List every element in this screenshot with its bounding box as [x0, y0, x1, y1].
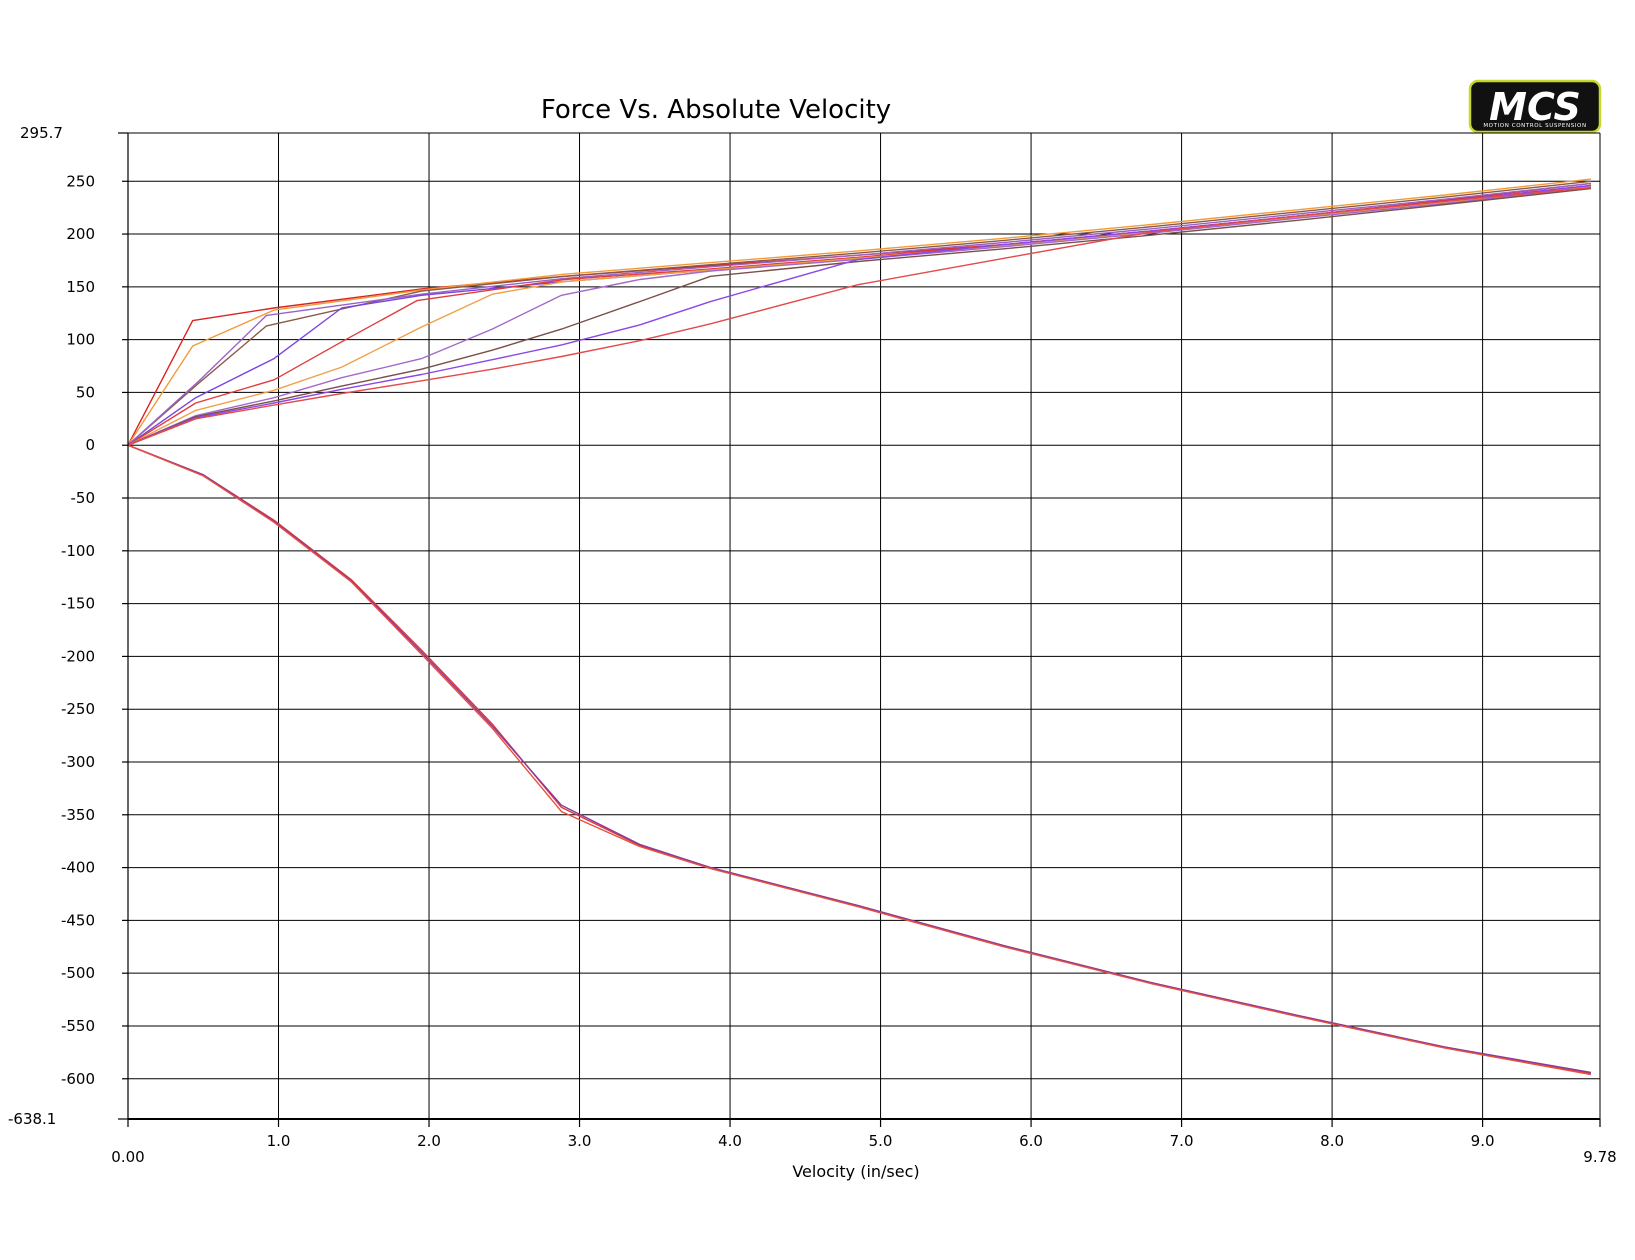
logo-background	[1468, 79, 1602, 134]
series-line-3	[127, 180, 1592, 446]
y-tick-label: 50	[76, 383, 95, 401]
series-lines	[127, 178, 1592, 1076]
series-line-5	[127, 185, 1592, 446]
x-tick-label: 9.0	[1471, 1132, 1495, 1150]
series-line-13	[127, 444, 1592, 1074]
y-tick-label: 295.7	[20, 124, 63, 142]
y-tick-label: 150	[66, 278, 95, 296]
axes	[118, 132, 1601, 1127]
x-tick-label: 6.0	[1019, 1132, 1043, 1150]
y-tick-labels: 295.7 250 200 150 100 50 0 -50 -100 -150 -200 -250 -…	[8, 124, 95, 1128]
series-line-14	[127, 444, 1592, 1076]
x-tick-label: 0.00	[111, 1148, 144, 1166]
y-tick-label: -150	[61, 595, 95, 613]
logo-subtitle: MOTION CONTROL SUSPENSION	[1483, 123, 1586, 129]
y-tick-label: -200	[61, 647, 95, 665]
x-tick-label: 3.0	[568, 1132, 592, 1150]
series-line-11	[127, 186, 1592, 446]
series-line-1	[127, 182, 1592, 446]
series-line-4	[127, 182, 1592, 446]
series-line-6	[127, 184, 1592, 446]
y-tick-label: -600	[61, 1070, 95, 1088]
y-tick-label: -500	[61, 964, 95, 982]
y-tick-label: -50	[71, 489, 96, 507]
y-tick-label: -300	[61, 753, 95, 771]
y-tick-label: 200	[66, 225, 95, 243]
y-tick-label: -100	[61, 542, 95, 560]
x-tick-label: 2.0	[417, 1132, 441, 1150]
y-tick-label: -350	[61, 806, 95, 824]
y-tick-label: 250	[66, 172, 95, 190]
x-tick-labels: 0.00 1.0 2.0 3.0 4.0 5.0 6.0 7.0 8.0 9.0 9.78	[111, 1132, 1616, 1166]
x-tick-label: 4.0	[718, 1132, 742, 1150]
y-tick-label: -638.1	[8, 1110, 56, 1128]
y-tick-label: -550	[61, 1017, 95, 1035]
logo-text: MCS	[1489, 85, 1581, 129]
mcs-logo: MCS MOTION CONTROL SUSPENSION	[1468, 79, 1602, 134]
x-tick-label: 7.0	[1170, 1132, 1194, 1150]
x-tick-label: 8.0	[1320, 1132, 1344, 1150]
y-tick-label: -250	[61, 700, 95, 718]
x-axis-title: Velocity (in/sec)	[792, 1162, 919, 1181]
x-tick-label: 5.0	[869, 1132, 893, 1150]
series-line-9	[127, 187, 1592, 446]
series-line-8	[127, 186, 1592, 446]
series-line-12	[127, 444, 1592, 1075]
chart-title: Force Vs. Absolute Velocity	[541, 95, 891, 125]
series-line-10	[127, 184, 1592, 446]
y-tick-label: 100	[66, 331, 95, 349]
x-tick-label: 9.78	[1583, 1148, 1616, 1166]
series-line-2	[127, 178, 1592, 446]
y-tick-label: -450	[61, 911, 95, 929]
y-tick-label: 0	[85, 436, 95, 454]
y-tick-label: -400	[61, 859, 95, 877]
x-tick-label: 1.0	[267, 1132, 291, 1150]
series-line-7	[127, 185, 1592, 446]
grid	[128, 133, 1600, 1119]
